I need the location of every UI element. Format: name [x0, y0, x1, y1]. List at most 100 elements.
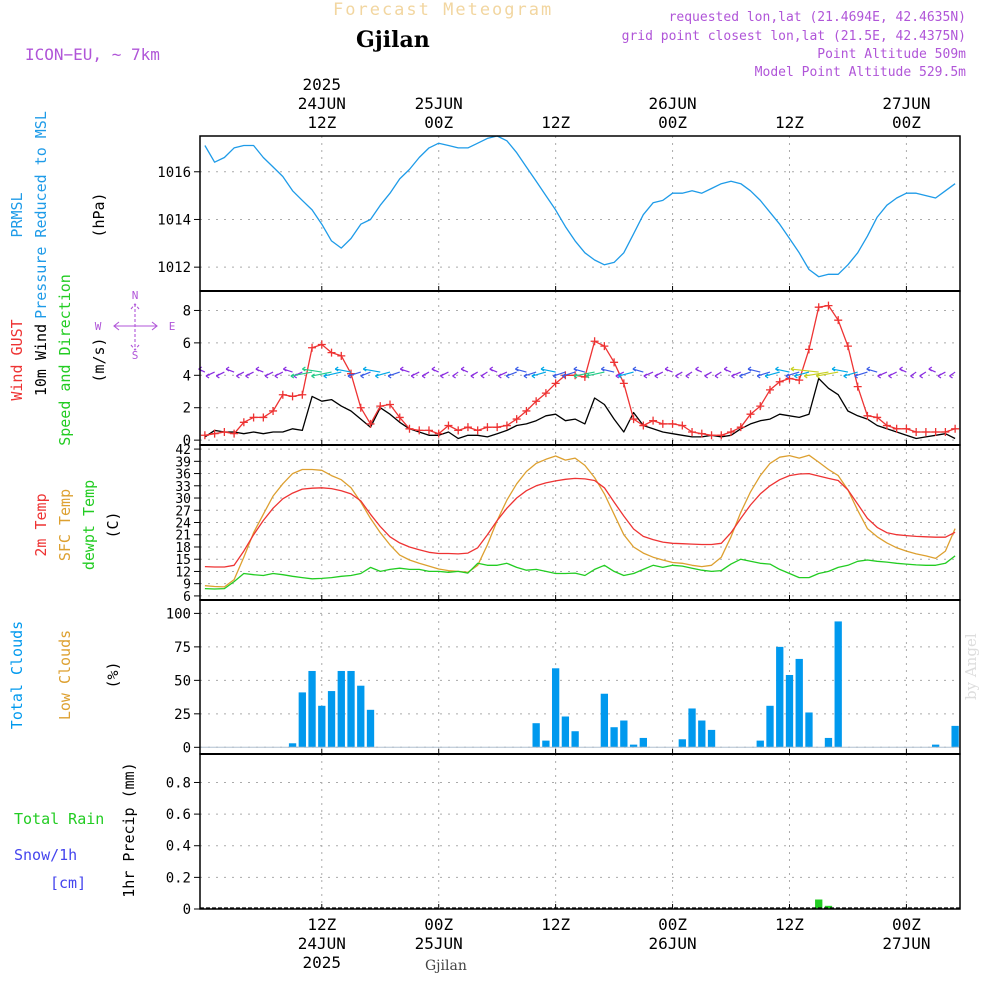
wind-gust-marker	[424, 426, 433, 435]
wind-direction-arrowhead	[255, 366, 260, 372]
time-label-bottom: 2025	[303, 953, 342, 972]
wind-gust-marker	[249, 413, 258, 422]
wind-direction-arrowhead	[899, 366, 903, 372]
wind-direction-arrowhead	[497, 373, 502, 379]
wind-direction-arrowhead	[362, 366, 367, 372]
wind-direction-arrowhead	[515, 366, 519, 372]
wind-direction-arrowhead	[731, 373, 735, 379]
wind-gust-marker	[678, 421, 687, 430]
wind-gust-marker	[337, 351, 346, 360]
wind-direction-arrow	[323, 371, 342, 377]
wind-direction-arrowhead	[334, 366, 339, 372]
wind-direction-arrow	[573, 371, 595, 377]
wind-gust-marker	[658, 419, 667, 428]
panel-label: 10m Wind	[32, 324, 50, 396]
precip-axis-label: 1hr Precip (mm)	[120, 762, 138, 897]
wind-gust-marker	[804, 345, 813, 354]
wind-gust-marker	[200, 431, 209, 440]
panel-label: 2m Temp	[32, 493, 50, 556]
wind-direction-arrow	[816, 371, 839, 377]
wind-gust-marker	[902, 424, 911, 433]
wind-gust-marker	[921, 428, 930, 437]
wind-gust-marker	[795, 376, 804, 385]
y-tick-label: 50	[174, 673, 191, 689]
wind-gust-marker	[317, 340, 326, 349]
wind-gust-marker	[785, 374, 794, 383]
wind-direction-arrowhead	[585, 373, 590, 379]
total-clouds-bar	[776, 646, 784, 748]
model-label: ICON−EU, ~ 7km	[25, 45, 160, 64]
total-clouds-bar	[561, 716, 570, 748]
wind-direction-arrowhead	[643, 373, 648, 379]
y-tick-label: 75	[174, 640, 191, 656]
y-tick-label: 100	[166, 606, 191, 622]
wind-direction-arrowhead	[302, 366, 306, 372]
wind-direction-arrowhead	[360, 373, 365, 379]
wind-direction-arrowhead	[531, 373, 536, 379]
wind-gust-marker	[230, 429, 239, 438]
wind-direction-arrowhead	[675, 373, 679, 379]
wind-gust-marker	[834, 316, 843, 325]
wind-direction-arrow	[790, 368, 819, 373]
compass-e: E	[169, 320, 176, 333]
wind-direction-arrowhead	[540, 366, 545, 372]
y-tick-label: 33	[175, 480, 191, 495]
wind-direction-arrow	[804, 371, 829, 377]
wind-gust-marker	[843, 342, 852, 351]
wind-direction-arrowhead	[470, 373, 475, 379]
total-clouds-bar	[620, 720, 628, 748]
wind-gust-marker	[717, 431, 726, 440]
wind-direction-arrowhead	[695, 366, 699, 372]
wind-direction-arrowhead	[831, 366, 836, 372]
panels-layer: 1012101410160246869121518212427303336394…	[157, 135, 961, 918]
dewpt-temp-line	[204, 555, 956, 590]
wind-gust-marker	[541, 389, 550, 398]
time-label-top: 12Z	[541, 113, 570, 132]
wind-gust-marker	[532, 397, 541, 406]
panel-label: Pressure Reduced to MSL	[32, 111, 50, 319]
wind-direction-arrow	[540, 368, 556, 373]
wind-direction-arrowhead	[888, 373, 892, 379]
y-tick-label: 36	[175, 468, 191, 483]
wind-gust-marker	[912, 428, 921, 437]
y-tick-label: 4	[183, 368, 191, 384]
y-tick-label: 21	[175, 529, 191, 544]
y-tick-label: 1016	[157, 165, 191, 181]
wind-direction-arrowhead	[664, 366, 669, 372]
y-tick-label: 1014	[157, 212, 191, 228]
total-clouds-bar	[357, 685, 365, 748]
compass-vertical-arrow	[130, 303, 140, 351]
wind-direction-arrowhead	[877, 373, 882, 379]
wind-direction-arrowhead	[704, 373, 709, 379]
y-tick-label: 0	[183, 740, 191, 756]
wind-direction-arrowhead	[480, 373, 485, 379]
time-label-top: 00Z	[658, 113, 687, 132]
time-label-top: 00Z	[892, 113, 921, 132]
y-tick-label: 1012	[157, 260, 191, 276]
wind-direction-arrowhead	[785, 373, 790, 379]
wind-direction-arrowhead	[910, 373, 914, 379]
wind-direction-arrowhead	[573, 373, 578, 379]
wind-gust-marker	[463, 423, 472, 432]
wind-gust-marker	[327, 348, 336, 357]
wind-direction-arrowhead	[274, 373, 279, 379]
wind-direction-arrowhead	[347, 373, 352, 379]
wind-direction-arrowhead	[523, 373, 528, 379]
wind-gust-marker	[668, 419, 677, 428]
y-tick-label: 0.6	[166, 807, 191, 823]
wind-gust-marker	[502, 421, 511, 430]
wind-gust-marker	[736, 423, 745, 432]
wind-direction-arrowhead	[205, 373, 210, 379]
wind-gust-marker	[814, 303, 823, 312]
compass-rose: N S W E	[95, 289, 176, 362]
signature-watermark: by Angel	[962, 633, 980, 700]
time-label-bottom: 24JUN	[298, 934, 346, 953]
compass-w: W	[95, 320, 102, 333]
wind-gust-marker	[853, 382, 862, 391]
point-altitude: Point Altitude 509m	[817, 47, 966, 62]
wind-gust-marker	[756, 402, 765, 411]
total-clouds-bar	[288, 743, 297, 748]
time-label-bottom: 12Z	[541, 915, 570, 934]
wind-gust-marker	[766, 385, 774, 394]
wind-direction-arrowhead	[600, 366, 605, 372]
